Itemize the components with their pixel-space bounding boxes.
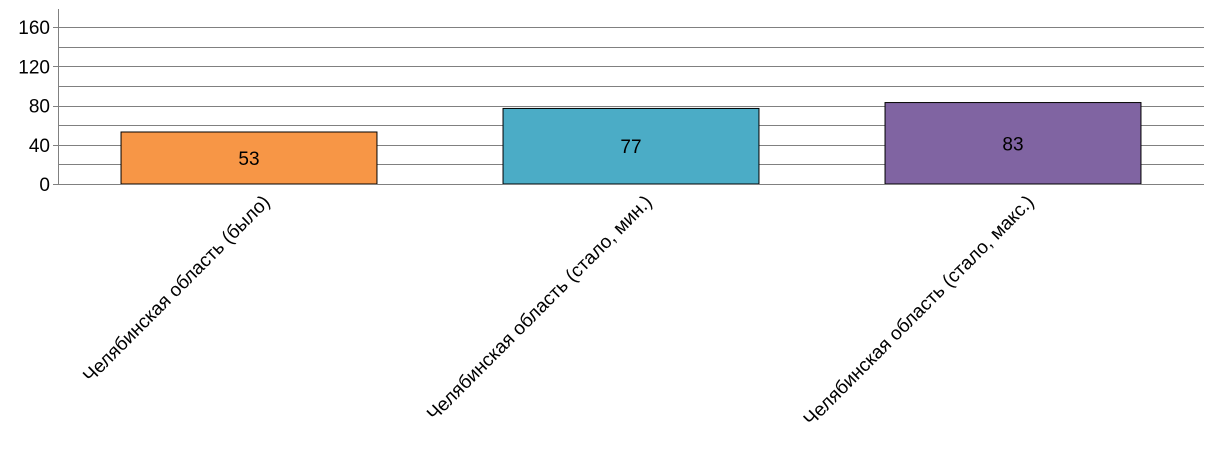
y-tick-label: 80 [29,97,50,118]
bar [884,102,1142,185]
y-tick-label: 160 [18,18,50,39]
data-label: 83 [1002,134,1023,155]
data-label: 53 [238,149,259,170]
data-label: 77 [620,137,641,158]
bars [120,102,1142,185]
y-axis-ticks: 0 40 80 120 160 [18,18,58,196]
y-tick-label: 40 [29,136,50,157]
category-label: Челябинская область (стало, мин.) [423,192,656,425]
bar [502,107,760,185]
category-labels: Челябинская область (было) Челябинская об… [79,192,1038,431]
bar [120,131,378,185]
category-label: Челябинская область (стало, макс.) [800,192,1039,431]
y-tick-label: 0 [39,175,50,196]
category-label: Челябинская область (было) [79,192,274,387]
y-tick-label: 120 [18,57,50,78]
data-labels: 53 77 83 [238,134,1023,170]
